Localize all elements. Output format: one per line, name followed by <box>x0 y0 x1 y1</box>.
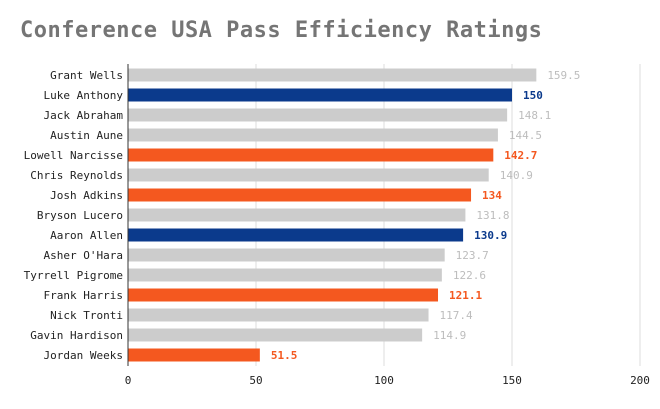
bar-luke-anthony <box>128 88 512 102</box>
category-label: Aaron Allen <box>50 229 123 242</box>
category-label: Josh Adkins <box>50 189 123 202</box>
category-label: Lowell Narcisse <box>24 149 123 162</box>
category-label: Tyrrell Pigrome <box>24 269 123 282</box>
bar-nick-tronti <box>128 308 429 322</box>
bar-austin-aune <box>128 128 498 142</box>
category-label: Grant Wells <box>50 69 123 82</box>
bar-gavin-hardison <box>128 328 423 342</box>
bar-frank-harris <box>128 288 439 302</box>
value-label: 123.7 <box>456 249 489 262</box>
value-labels: 159.5 150 148.1 144.5 142.7 140.9 134 131.8 130.… <box>271 69 581 362</box>
category-label: Luke Anthony <box>44 89 124 102</box>
category-label: Frank Harris <box>44 289 123 302</box>
category-label: Gavin Hardison <box>30 329 123 342</box>
category-labels: Grant Wells Luke Anthony Jack Abraham Austi… <box>24 69 124 362</box>
x-tick-label: 200 <box>630 374 650 387</box>
bar-bryson-lucero <box>128 208 466 222</box>
value-label: 144.5 <box>509 129 542 142</box>
value-label: 140.9 <box>500 169 533 182</box>
value-label: 159.5 <box>547 69 580 82</box>
x-tick-label: 0 <box>125 374 132 387</box>
category-label: Jordan Weeks <box>44 349 123 362</box>
value-label: 134 <box>482 189 502 202</box>
value-label: 148.1 <box>518 109 551 122</box>
value-label: 131.8 <box>476 209 509 222</box>
value-label: 121.1 <box>449 289 482 302</box>
bar-grant-wells <box>128 68 537 82</box>
value-label: 142.7 <box>504 149 537 162</box>
value-label: 114.9 <box>433 329 466 342</box>
category-label: Austin Aune <box>50 129 123 142</box>
x-tick-label: 100 <box>374 374 394 387</box>
value-label: 122.6 <box>453 269 486 282</box>
category-label: Nick Tronti <box>50 309 123 322</box>
bar-chris-reynolds <box>128 168 489 182</box>
bar-asher-o-hara <box>128 248 445 262</box>
bar-josh-adkins <box>128 188 472 202</box>
value-label: 130.9 <box>474 229 507 242</box>
category-label: Chris Reynolds <box>30 169 123 182</box>
bar-aaron-allen <box>128 228 464 242</box>
bar-jack-abraham <box>128 108 508 122</box>
bar-tyrrell-pigrome <box>128 268 442 282</box>
bar-jordan-weeks <box>128 348 260 362</box>
value-label: 117.4 <box>440 309 473 322</box>
x-axis-tick-labels: 0 50 100 150 200 <box>125 374 650 387</box>
bar-lowell-narcisse <box>128 148 494 162</box>
value-label: 150 <box>523 89 543 102</box>
category-label: Bryson Lucero <box>37 209 123 222</box>
x-tick-label: 50 <box>249 374 262 387</box>
x-tick-label: 150 <box>502 374 522 387</box>
bars <box>128 68 537 362</box>
chart-title: Conference USA Pass Efficiency Ratings <box>20 18 543 43</box>
value-label: 51.5 <box>271 349 298 362</box>
category-label: Jack Abraham <box>44 109 124 122</box>
category-label: Asher O'Hara <box>44 249 123 262</box>
